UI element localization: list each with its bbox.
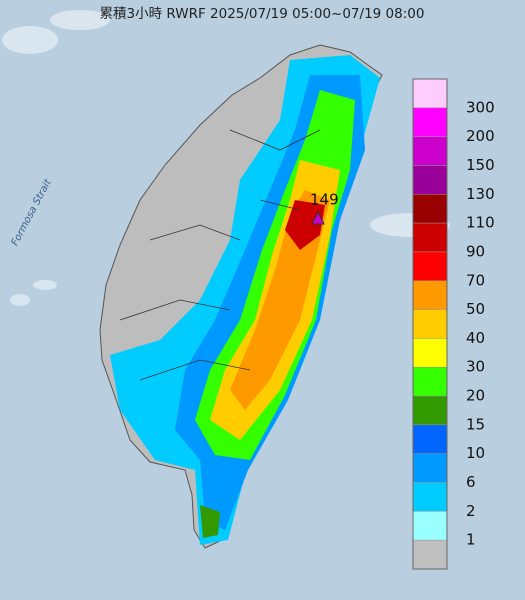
legend-swatch [412, 107, 448, 137]
legend-label: 6 [466, 473, 476, 491]
legend-label: 90 [466, 242, 485, 260]
legend-swatch [412, 453, 448, 483]
legend-swatch [412, 309, 448, 339]
legend-label: 30 [466, 358, 485, 376]
legend-label: 10 [466, 444, 485, 462]
legend-label: 2 [466, 502, 476, 520]
legend-swatch [412, 194, 448, 224]
legend-swatch [412, 511, 448, 541]
legend-label: 20 [466, 387, 485, 405]
island [99, 44, 383, 549]
legend: 300 200 150 130 110 90 70 50 40 30 20 15 10 6 2 1 [412, 78, 495, 570]
legend-swatch [412, 539, 448, 570]
legend-label: 70 [466, 271, 485, 289]
map-title: 累積3小時 RWRF 2025/07/19 05:00~07/19 08:00 [100, 6, 425, 22]
legend-swatch [412, 280, 448, 310]
legend-swatch [412, 165, 448, 195]
legend-label: 300 [466, 98, 495, 116]
legend-swatch [412, 338, 448, 368]
legend-label: 40 [466, 329, 485, 347]
legend-label: 50 [466, 300, 485, 318]
legend-frame [412, 78, 448, 570]
legend-swatch [412, 222, 448, 253]
legend-label: 130 [466, 185, 495, 203]
legend-label: 200 [466, 127, 495, 145]
legend-swatch [412, 482, 448, 512]
legend-swatch [412, 251, 448, 282]
legend-label: 150 [466, 156, 495, 174]
legend-swatch [412, 424, 448, 454]
legend-swatch [412, 395, 448, 426]
legend-swatch [412, 78, 448, 109]
legend-label: 1 [466, 531, 476, 549]
legend-swatch [412, 366, 448, 397]
max-value-label: 149 [310, 191, 339, 209]
legend-swatch [412, 136, 448, 166]
legend-label: 15 [466, 415, 485, 433]
legend-label: 110 [466, 214, 495, 232]
max-marker [311, 210, 325, 225]
